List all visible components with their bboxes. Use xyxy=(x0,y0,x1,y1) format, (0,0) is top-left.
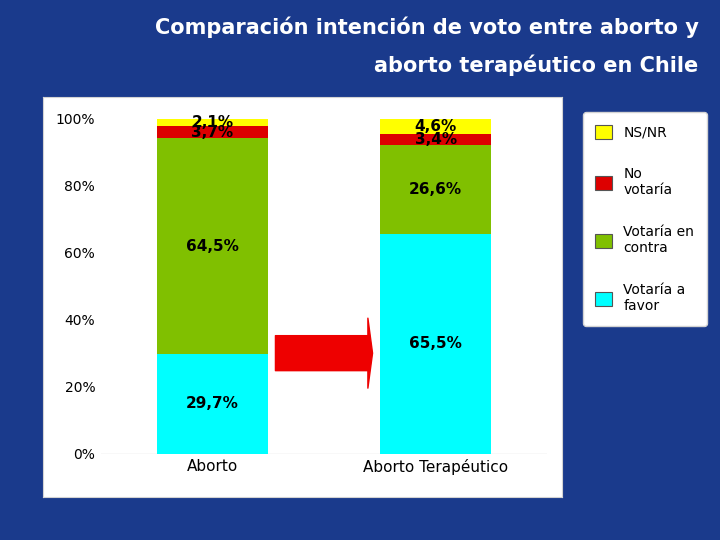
Bar xyxy=(157,126,269,138)
Bar xyxy=(380,134,492,145)
Bar xyxy=(157,354,269,454)
Bar xyxy=(380,145,492,234)
Text: 65,5%: 65,5% xyxy=(409,336,462,352)
Text: 2,1%: 2,1% xyxy=(192,115,233,130)
Bar xyxy=(157,138,269,354)
Text: Comparación intención de voto entre aborto y: Comparación intención de voto entre abor… xyxy=(155,16,698,38)
Bar xyxy=(157,119,269,126)
Text: aborto terapéutico en Chile: aborto terapéutico en Chile xyxy=(374,54,698,76)
Text: 3,4%: 3,4% xyxy=(415,132,456,147)
Bar xyxy=(380,234,492,454)
Text: 3,7%: 3,7% xyxy=(192,125,233,139)
Text: 4,6%: 4,6% xyxy=(415,119,456,134)
Bar xyxy=(380,118,492,134)
Text: 26,6%: 26,6% xyxy=(409,183,462,197)
Text: 64,5%: 64,5% xyxy=(186,239,239,254)
Legend: NS/NR, No
votaría, Votaría en
contra, Votaría a
favor: NS/NR, No votaría, Votaría en contra, Vo… xyxy=(583,112,706,326)
Text: 29,7%: 29,7% xyxy=(186,396,239,411)
